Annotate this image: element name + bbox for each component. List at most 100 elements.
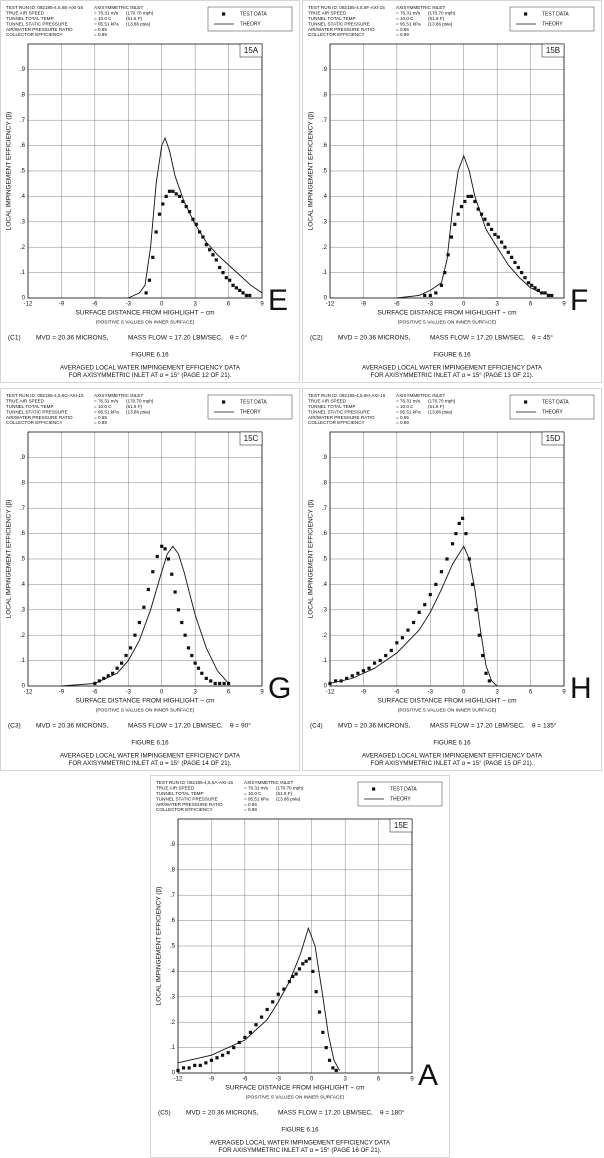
- y-tick-label: .6: [322, 143, 328, 149]
- header-text: = 95.51 kPa: [94, 409, 119, 414]
- x-tick-label: -3: [428, 302, 434, 308]
- plot-frame: [27, 43, 263, 299]
- y-tick-label: .5: [20, 169, 26, 175]
- data-point: [254, 1023, 258, 1027]
- header-text: TUNNEL TOTAL TEMP: [308, 16, 356, 21]
- data-point: [477, 633, 481, 637]
- x-tick-label: 0: [462, 690, 466, 696]
- header-text: = 0.89: [396, 32, 409, 37]
- y-tick-label: .4: [20, 582, 26, 588]
- x-tick-label: 0: [462, 302, 466, 308]
- data-point: [510, 255, 514, 259]
- data-point: [115, 666, 119, 670]
- data-point: [453, 222, 457, 226]
- header-text: COLLECTOR EFFICIENCY: [156, 807, 213, 812]
- data-point: [443, 271, 447, 275]
- header-text: AIR/WATER PRESSURE RATIO: [6, 27, 73, 32]
- data-point: [102, 676, 106, 680]
- legend-marker: [372, 787, 376, 791]
- header-text: (170.70 mph): [126, 11, 154, 16]
- y-tick-label: .2: [322, 245, 328, 251]
- data-point: [546, 293, 550, 298]
- data-point: [334, 1068, 338, 1073]
- data-point: [173, 590, 177, 594]
- data-point: [176, 608, 181, 612]
- y-tick-label: .3: [20, 607, 26, 613]
- header-text: = 76.31 m/s: [244, 786, 269, 791]
- panel-label: 15A: [244, 46, 259, 55]
- data-point: [204, 243, 208, 247]
- y-tick-label: .3: [170, 994, 176, 1000]
- legend: TEST DATA THEORY: [357, 781, 443, 807]
- legend-label: THEORY: [542, 409, 563, 415]
- caption: MVD = 20.36 MICRONS,: [338, 335, 411, 342]
- x-tick-label: 9: [260, 302, 264, 308]
- panel-label: 15D: [546, 434, 561, 443]
- x-tick-label: 3: [343, 1077, 347, 1083]
- y-tick-label: .7: [322, 506, 328, 512]
- header-text: TUNNEL TOTAL TEMP: [6, 404, 54, 409]
- y-tick-label: .1: [20, 658, 26, 664]
- header-text: TRUE AIR SPEED: [308, 399, 347, 404]
- header-text: TUNNEL TOTAL TEMP: [156, 791, 204, 796]
- data-point: [208, 248, 212, 252]
- x-tick-label: -3: [126, 302, 132, 308]
- header-text: AIR/WATER PRESSURE RATIO: [308, 415, 375, 420]
- data-point: [176, 1068, 180, 1073]
- data-point: [367, 666, 371, 670]
- legend-box: [207, 394, 293, 420]
- data-point: [445, 557, 449, 561]
- data-point: [151, 570, 155, 574]
- x-axis-title: SURFACE DISTANCE FROM HIGHLIGHT ~ cm: [378, 698, 517, 705]
- data-point: [327, 1058, 332, 1062]
- header-text: (13.86 psia): [126, 21, 151, 26]
- data-point: [446, 253, 450, 257]
- x-axis-title: SURFACE DISTANCE FROM HIGHLIGHT ~ cm: [378, 310, 517, 317]
- data-point: [232, 1046, 236, 1050]
- data-point: [193, 1063, 197, 1067]
- x-tick-label: 6: [227, 690, 231, 696]
- data-point: [406, 628, 410, 632]
- y-tick-label: 0: [172, 1071, 176, 1077]
- data-point: [321, 1030, 325, 1034]
- y-tick-label: .9: [322, 67, 328, 73]
- data-point: [471, 582, 475, 586]
- data-point: [155, 554, 159, 559]
- header-text: TEST RUN ID: 092185-4,5,6G-AXI-15: [6, 393, 84, 398]
- legend-label: TEST DATA: [240, 399, 267, 405]
- data-point: [120, 661, 124, 665]
- data-point: [228, 278, 232, 282]
- x-axis-note: (POSITIVE S VALUES ON INNER SURFACE): [96, 319, 195, 325]
- plot-frame: [27, 431, 263, 687]
- y-tick-label: .2: [322, 633, 328, 639]
- theory-line: [177, 926, 340, 1071]
- data-point: [459, 204, 464, 209]
- figure-panel: TEST RUN ID: 092185-4,5,6H-AXI-15 AXISYMM…: [302, 388, 602, 771]
- data-point: [196, 666, 201, 670]
- data-point: [276, 992, 280, 996]
- data-point: [271, 1000, 275, 1004]
- y-tick-label: .6: [20, 531, 26, 537]
- header-text: (170.70 mph): [428, 399, 456, 404]
- data-point: [164, 194, 168, 198]
- legend-box: [207, 6, 293, 32]
- panel-label: 15C: [244, 434, 259, 443]
- data-point: [181, 1066, 186, 1070]
- data-point: [294, 972, 298, 976]
- legend-label: TEST DATA: [390, 786, 417, 792]
- x-tick-label: 0: [310, 1077, 314, 1083]
- header-text: TRUE AIR SPEED: [156, 786, 195, 791]
- figure-title: AVERAGED LOCAL WATER IMPINGEMENT EFFICIE…: [60, 365, 241, 372]
- y-tick-label: .5: [322, 557, 328, 563]
- data-point: [193, 661, 197, 665]
- header-text: = 95.51 kPa: [396, 21, 421, 26]
- caption: θ = 135°: [532, 722, 557, 730]
- data-point: [180, 620, 184, 625]
- figure-title: AVERAGED LOCAL WATER IMPINGEMENT EFFICIE…: [60, 753, 241, 760]
- y-tick-label: .1: [322, 270, 328, 276]
- header-text: (13.86 psia): [428, 409, 453, 414]
- data-point: [304, 959, 308, 963]
- y-axis-title: LOCAL IMPINGEMENT EFFICIENCY (β): [308, 500, 315, 619]
- header-text: = 0.65: [244, 802, 257, 807]
- panel-letter: A: [418, 1059, 438, 1092]
